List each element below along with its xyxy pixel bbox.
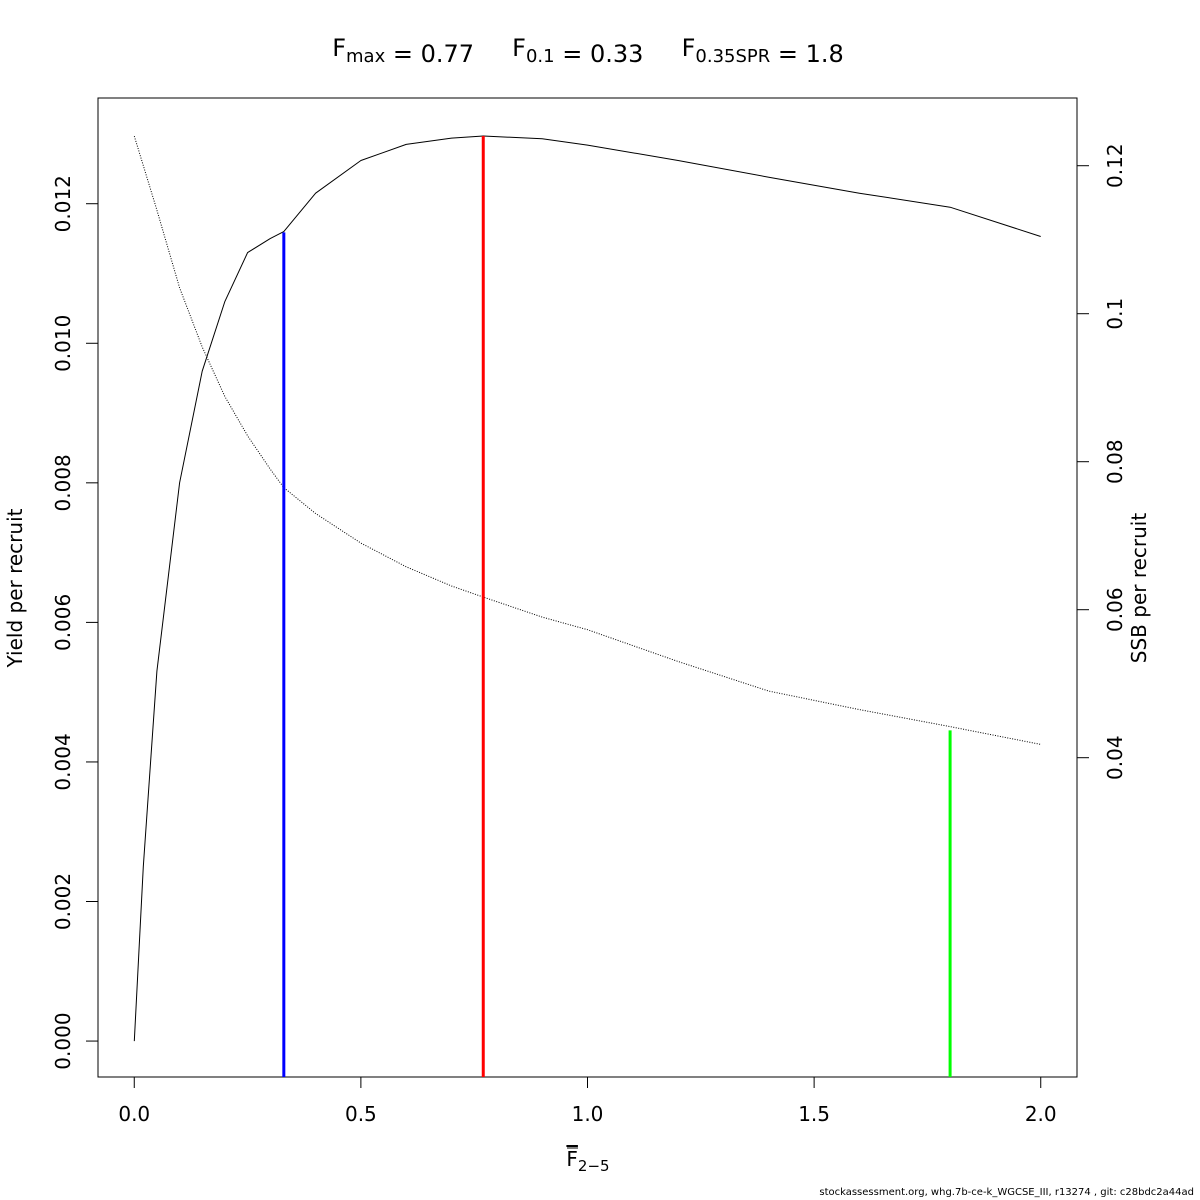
x-tick-label: 1.5 [798, 1102, 830, 1126]
y-tick-label: 0.012 [51, 175, 75, 232]
y-tick-label: 0.002 [51, 873, 75, 930]
y2-tick-label: 0.06 [1103, 587, 1127, 632]
y2-tick-label: 0.08 [1103, 439, 1127, 484]
yield-per-recruit-line [133, 135, 1041, 1042]
x-tick-label: 2.0 [1025, 1102, 1057, 1126]
y-tick-label: 0.006 [51, 594, 75, 651]
y2-tick-label: 0.04 [1103, 735, 1127, 780]
y2-axis-title: SSB per recruit [1127, 513, 1151, 664]
x-tick-label: 0.0 [118, 1102, 150, 1126]
y-tick-label: 0.004 [51, 733, 75, 790]
plot-frame [97, 97, 1078, 1078]
x-tick-label: 1.0 [572, 1102, 604, 1126]
y-tick-label: 0.008 [51, 454, 75, 511]
y2-tick-label: 0.12 [1103, 143, 1127, 188]
y-tick-label: 0.000 [51, 1012, 75, 1069]
y2-tick-label: 0.1 [1103, 298, 1127, 330]
x-axis-title: F2−5 [566, 1147, 609, 1175]
y-axis-title: Yield per recruit [3, 508, 27, 668]
y-tick-label: 0.010 [51, 315, 75, 372]
ssb-per-recruit-line [133, 135, 1041, 745]
footer-credit: stockassessment.org, whg.7b-ce-k_WGCSE_I… [819, 1187, 1194, 1198]
x-tick-label: 0.5 [345, 1102, 377, 1126]
chart-title: Fmax = 0.77 F0.1 = 0.33 F0.35SPR = 1.8 [332, 34, 844, 68]
